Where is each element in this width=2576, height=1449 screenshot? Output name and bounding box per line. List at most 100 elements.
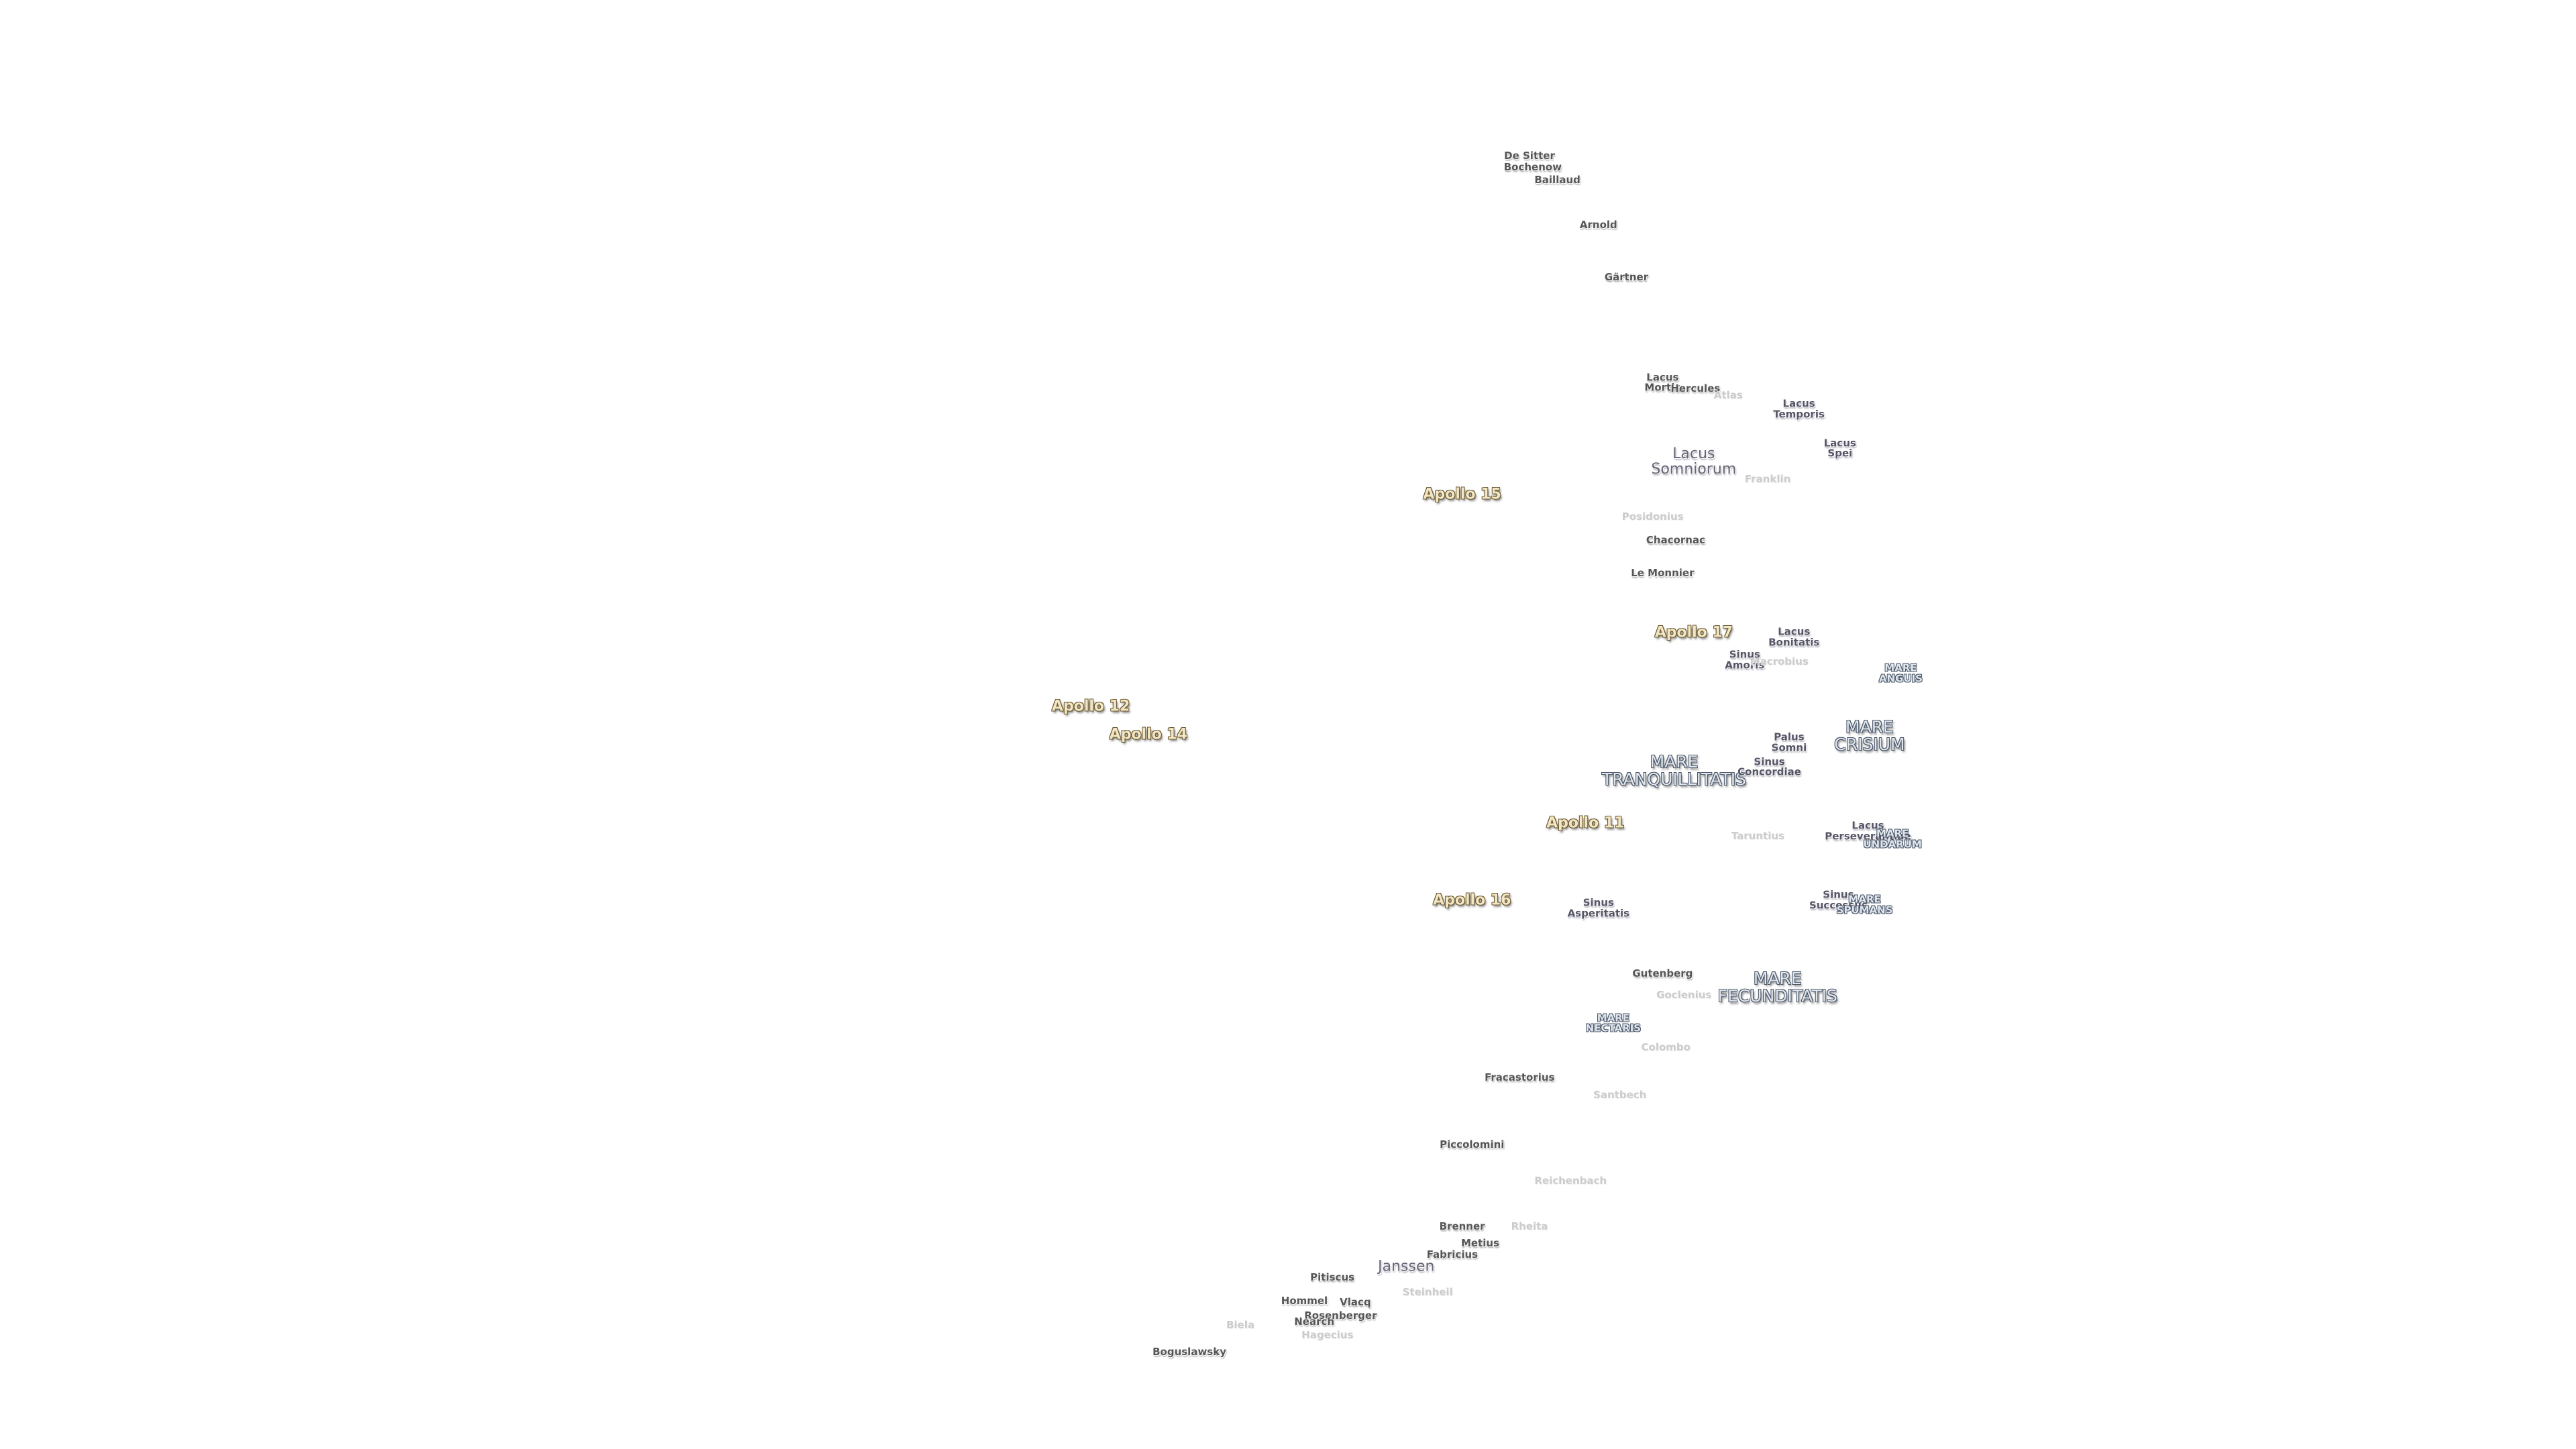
label-line: Lacus bbox=[1778, 625, 1811, 638]
map-label: Le Monnier bbox=[1631, 568, 1694, 579]
map-label: Fabricius bbox=[1426, 1248, 1479, 1261]
map-label: Pitiscus bbox=[1310, 1273, 1354, 1283]
label-line: Lacus bbox=[1823, 436, 1856, 449]
map-label: Taruntius bbox=[1731, 829, 1784, 842]
map-label: Brenner bbox=[1440, 1222, 1485, 1233]
label-line: Lacus bbox=[1851, 819, 1884, 832]
map-label: Apollo 16 bbox=[1433, 892, 1511, 908]
label-line: NECTARIS bbox=[1585, 1022, 1642, 1034]
map-label: De Sitter bbox=[1504, 150, 1555, 162]
label-line: Sinus bbox=[1823, 888, 1854, 901]
label-line: Lacus bbox=[1646, 370, 1679, 383]
map-label: Reichenbach bbox=[1534, 1174, 1607, 1187]
label-line: Hagecius bbox=[1301, 1329, 1354, 1342]
map-label: Gärtner bbox=[1605, 272, 1648, 283]
map-label: Lacus Perseverantiae bbox=[1825, 820, 1911, 842]
label-line: Pitiscus bbox=[1310, 1271, 1355, 1284]
label-line: Sinus bbox=[1754, 755, 1785, 767]
map-label: Steinheil bbox=[1403, 1287, 1453, 1298]
map-label: Sinus Concordiae bbox=[1737, 755, 1801, 778]
label-line: Lacus bbox=[1672, 445, 1715, 463]
map-label: Gutenberg bbox=[1632, 969, 1693, 979]
label-line: Hercules bbox=[1670, 382, 1721, 395]
map-label: Colombo bbox=[1642, 1042, 1690, 1054]
label-line: Somniorum bbox=[1651, 461, 1737, 478]
map-label: MARE SPUMANS bbox=[1837, 893, 1893, 916]
label-line: Chacornac bbox=[1646, 533, 1706, 546]
label-line: Concordiae bbox=[1737, 765, 1801, 778]
label-line: Apollo 17 bbox=[1654, 624, 1733, 641]
map-label: MARE FECUNDITATIS bbox=[1717, 968, 1837, 1006]
label-line: Perseverantiae bbox=[1825, 830, 1911, 843]
label-line: Apollo 11 bbox=[1546, 814, 1625, 832]
label-line: Gutenberg bbox=[1632, 967, 1693, 980]
label-line: MARE bbox=[1848, 893, 1881, 906]
map-label: Santbech bbox=[1593, 1090, 1646, 1102]
label-line: Le Monnier bbox=[1631, 566, 1695, 579]
map-label: Lacus Spei bbox=[1823, 436, 1856, 460]
map-label: MARE CRISIUM bbox=[1834, 718, 1904, 754]
label-line: Apollo 15 bbox=[1423, 486, 1501, 503]
label-line: Fracastorius bbox=[1485, 1071, 1555, 1083]
map-label: Apollo 12 bbox=[1051, 698, 1130, 715]
map-label: Bochenow bbox=[1504, 162, 1562, 173]
map-label: Lacus Somniorum bbox=[1651, 446, 1736, 477]
map-label: Rheita bbox=[1511, 1222, 1548, 1233]
label-line: Nearch bbox=[1294, 1316, 1335, 1328]
map-label: Chacornac bbox=[1646, 535, 1705, 546]
label-line: Lacus bbox=[1782, 397, 1815, 410]
label-line: Bochenow bbox=[1503, 160, 1562, 173]
map-label: Lacus Bonitatis bbox=[1768, 627, 1819, 648]
map-label: Lacus Mortis bbox=[1644, 372, 1680, 394]
label-line: Arnold bbox=[1579, 218, 1617, 231]
label-line: Hommel bbox=[1281, 1294, 1328, 1307]
label-line: MARE bbox=[1876, 827, 1909, 840]
map-label: Boguslawsky bbox=[1152, 1346, 1226, 1358]
label-line: Baillaud bbox=[1534, 174, 1580, 186]
map-label: Atlas bbox=[1714, 390, 1743, 401]
label-line: Piccolomini bbox=[1440, 1138, 1505, 1151]
map-label: Apollo 15 bbox=[1423, 486, 1501, 503]
label-line: Mortis bbox=[1644, 381, 1681, 394]
label-line: MARE bbox=[1650, 751, 1699, 771]
label-line: Amoris bbox=[1725, 659, 1765, 672]
label-line: MARE bbox=[1753, 968, 1802, 988]
map-label: Apollo 14 bbox=[1110, 727, 1187, 742]
label-line: Posidonius bbox=[1621, 511, 1684, 523]
map-label: Franklin bbox=[1745, 474, 1790, 485]
map-label: MARE TRANQUILLITATIS bbox=[1602, 753, 1746, 788]
map-label: Apollo 11 bbox=[1546, 815, 1624, 830]
map-label: Vlacq bbox=[1340, 1297, 1371, 1308]
map-label: Hercules bbox=[1670, 384, 1720, 395]
map-label: Macrobius bbox=[1750, 655, 1809, 668]
label-line: ANGUIS bbox=[1878, 672, 1923, 685]
map-label: MARE ANGUIS bbox=[1879, 663, 1923, 684]
label-line: Taruntius bbox=[1731, 829, 1784, 842]
label-line: MARE bbox=[1845, 716, 1894, 737]
map-label: MARE UNDARUM bbox=[1863, 827, 1921, 851]
label-line: Apollo 14 bbox=[1109, 726, 1188, 743]
map-label: Palus Somni bbox=[1771, 731, 1807, 753]
label-line: Apollo 12 bbox=[1051, 698, 1130, 715]
label-line: Rheita bbox=[1511, 1220, 1548, 1233]
map-label: Baillaud bbox=[1534, 174, 1580, 186]
map-label: Fracastorius bbox=[1485, 1071, 1555, 1083]
label-line: Reichenbach bbox=[1534, 1174, 1607, 1187]
map-label: Hommel bbox=[1281, 1294, 1328, 1307]
map-label: Piccolomini bbox=[1440, 1138, 1505, 1151]
map-label: Sinus Successus bbox=[1809, 890, 1868, 911]
map-label: Lacus Temporis bbox=[1773, 398, 1825, 420]
label-line: Somni bbox=[1771, 741, 1807, 753]
label-line: Macrobius bbox=[1750, 655, 1809, 668]
label-line: Steinheil bbox=[1402, 1286, 1453, 1299]
label-line: Spei bbox=[1827, 447, 1853, 460]
label-line: Temporis bbox=[1773, 407, 1825, 420]
label-line: CRISIUM bbox=[1834, 735, 1905, 755]
label-line: Asperitatis bbox=[1567, 907, 1630, 920]
label-line: Successus bbox=[1809, 899, 1868, 912]
map-label: Janssen bbox=[1378, 1259, 1434, 1275]
label-line: Bonitatis bbox=[1768, 636, 1820, 649]
label-line: Fabricius bbox=[1426, 1248, 1479, 1261]
label-line: FECUNDITATIS bbox=[1717, 985, 1837, 1006]
